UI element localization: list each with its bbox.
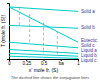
series-label: Liquid c [81,58,97,63]
tick-label: ba [59,61,65,66]
tick: 0 [8,59,11,66]
axis-line [7,4,10,60]
dashed-line [43,23,44,54]
tick: 0.25 [22,59,31,66]
tick-label: 0.25 [22,61,31,66]
tick: 1 [77,59,80,66]
series-label: Solid a [81,9,95,14]
chart: 00.250.5ba1Solid aSolid bEutecticSolid c… [0,0,100,80]
dashed-line [57,31,58,55]
series-labels: Solid aSolid bEutecticSolid cLiquid aLiq… [81,9,98,64]
series-label: Solid b [81,25,95,30]
line [9,53,78,56]
y-axis [7,4,10,60]
dashed-line [19,7,20,25]
y-axis-title: T (mole fr. (S)) [0,15,6,47]
tick-label: 0 [8,61,11,66]
tick-label: 0.5 [41,61,48,66]
x-axis-title: x’ mole fr. (S) [29,67,59,73]
tick: ba [59,59,65,66]
tick: 0.5 [41,59,48,66]
x-axis: 0 0.25 0.5 ba 1 [8,59,80,66]
tick-label: 1 [77,61,80,66]
caption: The dashed line shows the conjugation li… [11,75,90,80]
line [9,56,78,58]
plot-area [9,7,78,59]
dashed-line [29,14,30,42]
